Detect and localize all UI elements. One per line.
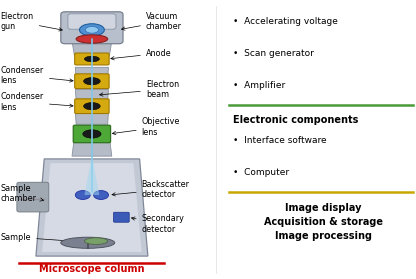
Text: Objective
lens: Objective lens <box>112 117 180 137</box>
FancyBboxPatch shape <box>75 74 109 88</box>
Text: •  Scan generator: • Scan generator <box>233 49 314 58</box>
Ellipse shape <box>84 78 100 85</box>
Ellipse shape <box>83 130 101 138</box>
Polygon shape <box>42 163 142 252</box>
Polygon shape <box>75 112 109 124</box>
FancyBboxPatch shape <box>17 182 49 212</box>
Text: Electron
gun: Electron gun <box>1 12 62 31</box>
Text: Backscatter
detector: Backscatter detector <box>112 180 190 199</box>
FancyBboxPatch shape <box>75 53 109 65</box>
FancyBboxPatch shape <box>114 212 129 222</box>
Text: Anode: Anode <box>111 49 171 60</box>
Text: •  Accelerating voltage: • Accelerating voltage <box>233 17 338 26</box>
Text: •  Amplifier: • Amplifier <box>233 81 285 90</box>
Polygon shape <box>36 159 148 256</box>
FancyBboxPatch shape <box>68 14 116 29</box>
Ellipse shape <box>84 103 100 110</box>
Text: Condenser
lens: Condenser lens <box>1 66 73 85</box>
FancyBboxPatch shape <box>75 99 109 114</box>
Text: •  Computer: • Computer <box>233 168 289 177</box>
FancyBboxPatch shape <box>73 125 111 143</box>
Ellipse shape <box>61 237 115 248</box>
Text: Vacuum
chamber: Vacuum chamber <box>121 12 182 31</box>
Ellipse shape <box>85 27 99 33</box>
Polygon shape <box>72 41 112 56</box>
Ellipse shape <box>79 24 104 36</box>
Ellipse shape <box>84 238 108 244</box>
Ellipse shape <box>76 35 108 43</box>
Text: Electronic components: Electronic components <box>233 115 358 125</box>
Text: Sample
chamber: Sample chamber <box>1 184 44 203</box>
Text: Sample: Sample <box>1 233 84 243</box>
Text: Electron
beam: Electron beam <box>99 80 179 99</box>
Text: •  Interface software: • Interface software <box>233 136 327 145</box>
Ellipse shape <box>94 191 109 199</box>
Ellipse shape <box>84 56 99 62</box>
Text: Secondary
detector: Secondary detector <box>131 215 185 234</box>
Text: Image display
Acquisition & storage
Image processing: Image display Acquisition & storage Imag… <box>264 203 383 241</box>
Polygon shape <box>84 156 99 195</box>
Polygon shape <box>75 90 109 101</box>
Text: Condenser
lens: Condenser lens <box>1 92 73 112</box>
Text: Microscope column: Microscope column <box>39 264 145 274</box>
Polygon shape <box>72 137 112 156</box>
Polygon shape <box>75 67 109 78</box>
Ellipse shape <box>75 191 90 199</box>
FancyBboxPatch shape <box>61 12 123 44</box>
